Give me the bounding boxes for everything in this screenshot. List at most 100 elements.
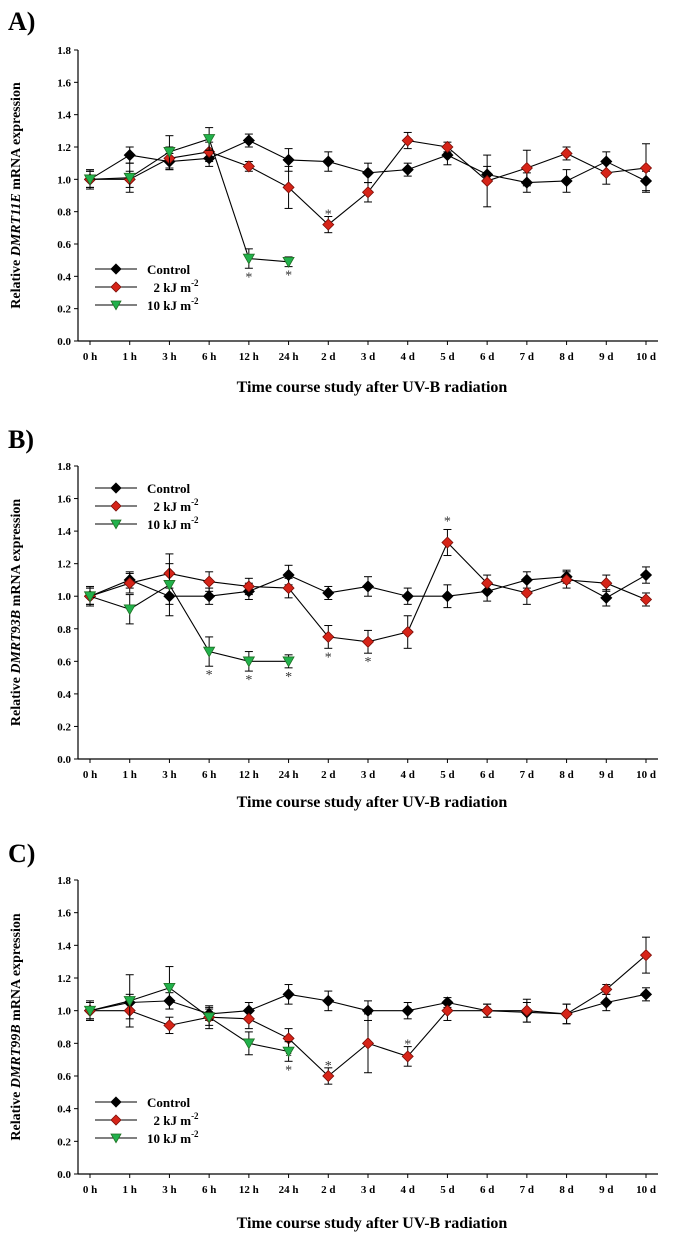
x-tick-label: 10 d xyxy=(636,351,656,363)
y-tick-label: 1.6 xyxy=(57,908,71,920)
x-tick-label: 7 d xyxy=(520,351,534,363)
legend-label-text: Control xyxy=(147,1095,190,1110)
y-tick-label: 1.2 xyxy=(57,142,71,154)
data-point-diamond xyxy=(110,1114,122,1126)
legend-label-text: 10 kJ m xyxy=(147,298,191,313)
x-tick-label: 7 d xyxy=(520,769,534,781)
data-point-diamond xyxy=(110,281,122,293)
significance-star: * xyxy=(245,270,252,285)
x-tick-label: 24 h xyxy=(279,769,299,781)
data-point-diamond xyxy=(282,153,295,166)
series-2: * * xyxy=(83,127,295,285)
data-point-diamond xyxy=(441,590,454,603)
x-tick-label: 10 d xyxy=(636,769,656,781)
y-tick-label: 0.2 xyxy=(57,304,71,316)
data-point-diamond xyxy=(401,625,414,639)
y-tick-label: 0.8 xyxy=(57,1038,71,1050)
legend-label: 10 kJ m-2 xyxy=(147,1129,199,1146)
data-point-triangle xyxy=(282,1046,295,1058)
x-tick-label: 6 d xyxy=(480,351,494,363)
series-2: * * * xyxy=(83,553,295,688)
x-tick-label: 3 d xyxy=(361,1184,375,1196)
data-point-diamond xyxy=(481,174,494,188)
significance-star: * xyxy=(404,1038,411,1053)
y-axis-label-prefix: Relative xyxy=(9,256,24,308)
data-point-triangle xyxy=(110,300,122,311)
data-point-triangle xyxy=(202,134,216,145)
data-point-diamond xyxy=(361,635,375,648)
x-axis-label: Time course study after UV-B radiation xyxy=(237,794,508,811)
x-tick-label: 12 h xyxy=(239,351,259,363)
data-point-diamond xyxy=(361,166,375,179)
series-line xyxy=(89,138,289,263)
significance-star: * xyxy=(245,673,252,688)
y-axis-label-prefix: Relative xyxy=(9,674,24,726)
data-point-diamond xyxy=(560,147,573,160)
x-tick-label: 3 h xyxy=(162,1184,176,1196)
data-point-diamond xyxy=(123,577,136,590)
x-tick-label: 0 h xyxy=(83,769,97,781)
y-axis-label-suffix: mRNA expression xyxy=(9,499,24,610)
x-tick-label: 6 h xyxy=(202,769,216,781)
significance-star: * xyxy=(365,655,372,670)
legend-label-sup: -2 xyxy=(191,1111,199,1121)
x-tick-label: 1 h xyxy=(123,769,137,781)
y-tick-label: 1.2 xyxy=(57,973,71,985)
data-point-triangle xyxy=(282,656,295,668)
data-point-diamond xyxy=(322,586,335,600)
data-point-diamond xyxy=(441,1004,454,1017)
data-point-triangle xyxy=(163,983,176,994)
x-tick-label: 5 d xyxy=(440,769,454,781)
x-tick-label: 4 d xyxy=(401,769,415,781)
y-axis-label-gene: DMRT11E xyxy=(9,193,24,257)
significance-star: * xyxy=(444,514,451,529)
data-point-diamond xyxy=(600,577,613,590)
x-tick-label: 5 d xyxy=(440,351,454,363)
data-point-triangle xyxy=(110,519,122,530)
x-tick-label: 8 d xyxy=(559,351,573,363)
y-tick-label: 0.0 xyxy=(57,754,71,766)
data-point-triangle xyxy=(123,996,136,1007)
y-tick-label: 1.8 xyxy=(57,875,71,887)
data-point-diamond xyxy=(560,174,573,188)
legend-label-text: Control xyxy=(147,481,190,496)
data-point-triangle xyxy=(83,591,97,603)
y-tick-label: 0.2 xyxy=(57,721,71,733)
data-point-triangle xyxy=(282,256,295,268)
significance-star: * xyxy=(285,1063,292,1078)
x-tick-label: 9 d xyxy=(599,769,613,781)
y-axis-label-prefix: Relative xyxy=(9,1088,24,1140)
data-point-diamond xyxy=(282,582,295,595)
data-point-diamond xyxy=(242,134,255,147)
y-axis-label: Relative DMRT93B mRNA expression xyxy=(9,499,24,726)
legend-label-sup: -2 xyxy=(191,296,199,306)
legend-label: 10 kJ m-2 xyxy=(147,515,199,532)
legend: Control 2 kJ m-210 kJ m-2 xyxy=(95,262,199,313)
y-tick-label: 0.6 xyxy=(57,656,71,668)
y-axis-label-suffix: mRNA expression xyxy=(9,913,24,1024)
x-tick-label: 3 h xyxy=(162,351,176,363)
data-point-diamond xyxy=(441,140,454,154)
legend-label-sup: -2 xyxy=(191,515,199,525)
y-axis-label: Relative DMRT99B mRNA expression xyxy=(9,913,24,1140)
data-point-diamond xyxy=(600,983,613,996)
x-tick-label: 5 d xyxy=(440,1184,454,1196)
x-tick-label: 6 d xyxy=(480,769,494,781)
data-point-diamond xyxy=(110,500,122,512)
y-tick-label: 1.4 xyxy=(57,110,71,122)
chart-panel-a: A) 0.0 0.2 0.4 0.6 0.8 1.0 1.2 1.4 1.6 1.8 0 h 1 h 3 … xyxy=(8,7,658,396)
panel-label: B) xyxy=(8,425,34,454)
y-tick-label: 0.4 xyxy=(57,689,71,701)
x-tick-label: 0 h xyxy=(83,351,97,363)
legend-label: Control xyxy=(147,262,190,277)
legend-label: 10 kJ m-2 xyxy=(147,296,199,313)
data-point-triangle xyxy=(83,174,97,186)
data-point-diamond xyxy=(110,1096,122,1108)
y-tick-label: 1.4 xyxy=(57,940,71,952)
legend-label-text: 2 kJ m xyxy=(147,280,191,295)
data-point-diamond xyxy=(401,1050,414,1063)
data-point-diamond xyxy=(110,482,122,494)
data-point-triangle xyxy=(123,604,136,616)
y-tick-label: 0.4 xyxy=(57,1104,71,1116)
